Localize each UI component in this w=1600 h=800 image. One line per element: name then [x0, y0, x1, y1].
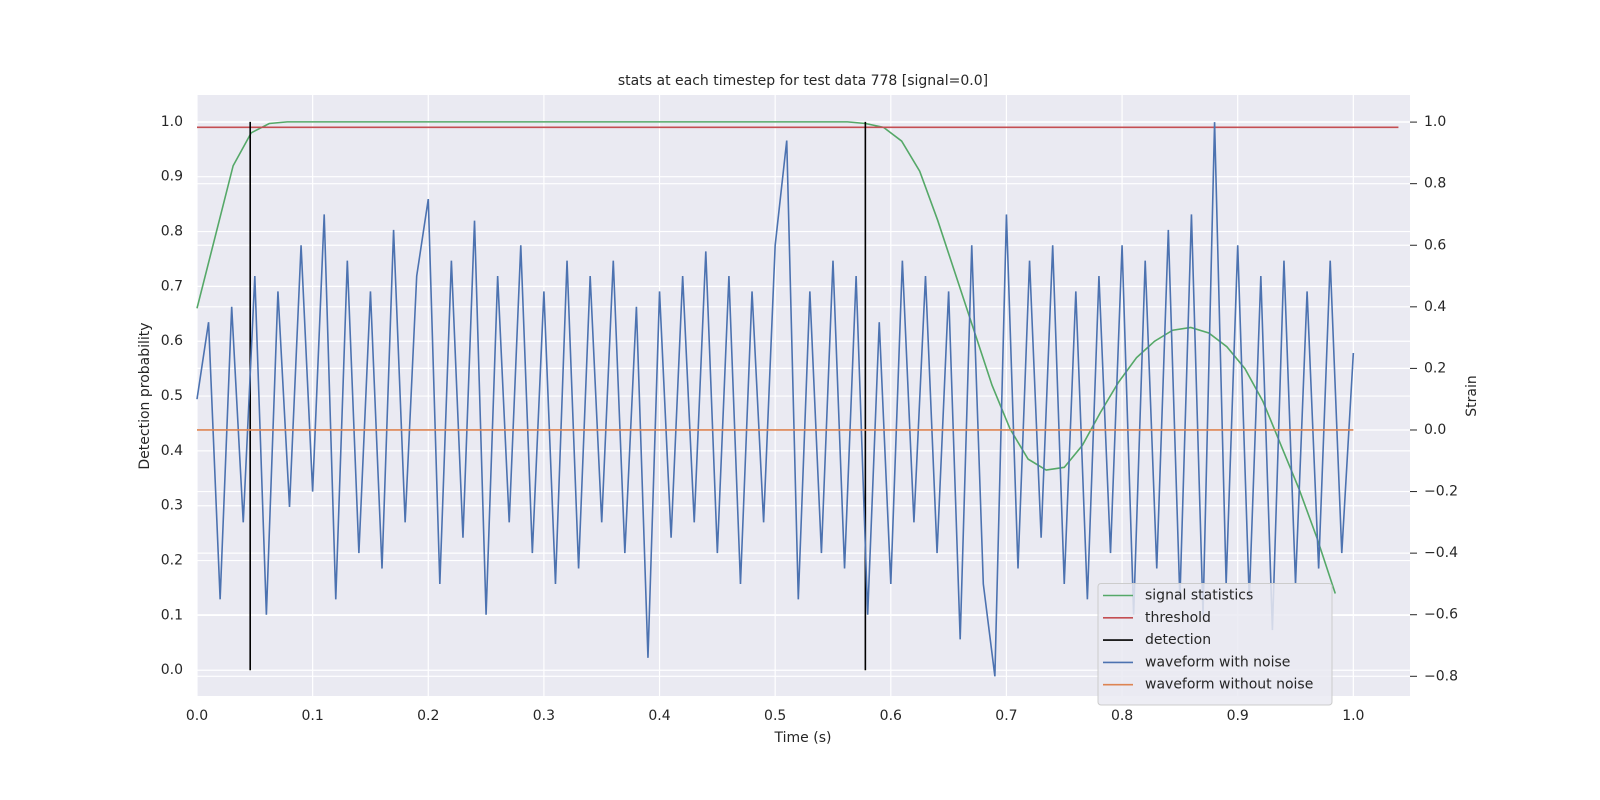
x-tick-label: 0.9: [1227, 708, 1249, 724]
y-tick-label: 1.0: [161, 114, 183, 130]
series-line: [249, 121, 867, 671]
y2-tick-label: 0.6: [1424, 237, 1446, 253]
x-tick-label: 1.0: [1342, 708, 1364, 724]
y-tick-label: 0.6: [161, 333, 183, 349]
x-tick-label: 0.3: [533, 708, 555, 724]
y2-tick-label: 0.8: [1424, 176, 1446, 192]
y-tick-label: 0.4: [161, 443, 183, 459]
x-tick-label: 0.8: [1111, 708, 1133, 724]
y2-axis-label: Strain: [1464, 375, 1480, 416]
y-tick-label: 0.5: [161, 388, 183, 404]
x-axis-label: Time (s): [774, 730, 832, 746]
y-tick-label: 0.3: [161, 498, 183, 514]
y2-tick-label: 0.0: [1424, 422, 1446, 438]
x-tick-label: 0.5: [764, 708, 786, 724]
legend: signal statistics threshold detection wavef…: [1097, 583, 1333, 706]
chart-title: stats at each timestep for test data 778…: [618, 73, 988, 89]
y2-tick-label: 0.4: [1424, 299, 1446, 315]
y2-tick-label: −0.2: [1424, 484, 1458, 500]
legend-label: detection: [1145, 632, 1211, 648]
y-axis-label: Detection probability: [137, 322, 153, 469]
y2-tick-label: −0.6: [1424, 607, 1458, 623]
series-line: [196, 121, 1337, 594]
x-tick-label: 0.7: [995, 708, 1017, 724]
y-tick-label: 0.1: [161, 607, 183, 623]
legend-label: signal statistics: [1145, 588, 1253, 604]
legend-box: [1097, 583, 1333, 706]
x-tick-label: 0.1: [302, 708, 324, 724]
x-tick-label: 0.0: [186, 708, 208, 724]
legend-label: waveform without noise: [1145, 677, 1313, 693]
y2-tick-label: −0.4: [1424, 545, 1458, 561]
x-tick-label: 0.6: [880, 708, 902, 724]
y-tick-label: 0.0: [161, 662, 183, 678]
x-tick-label: 0.2: [417, 708, 439, 724]
y2-tick-label: 1.0: [1424, 114, 1446, 130]
legend-label: waveform with noise: [1145, 654, 1290, 670]
y2-tick-label: −0.8: [1424, 668, 1458, 684]
y-tick-label: 0.2: [161, 553, 183, 569]
x-tick-label: 0.4: [648, 708, 670, 724]
series-line: [196, 122, 1355, 677]
y-tick-label: 0.7: [161, 278, 183, 294]
y2-tick-label: 0.2: [1424, 360, 1446, 376]
y-tick-label: 0.9: [161, 169, 183, 185]
legend-label: threshold: [1145, 610, 1211, 626]
y-tick-label: 0.8: [161, 224, 183, 240]
